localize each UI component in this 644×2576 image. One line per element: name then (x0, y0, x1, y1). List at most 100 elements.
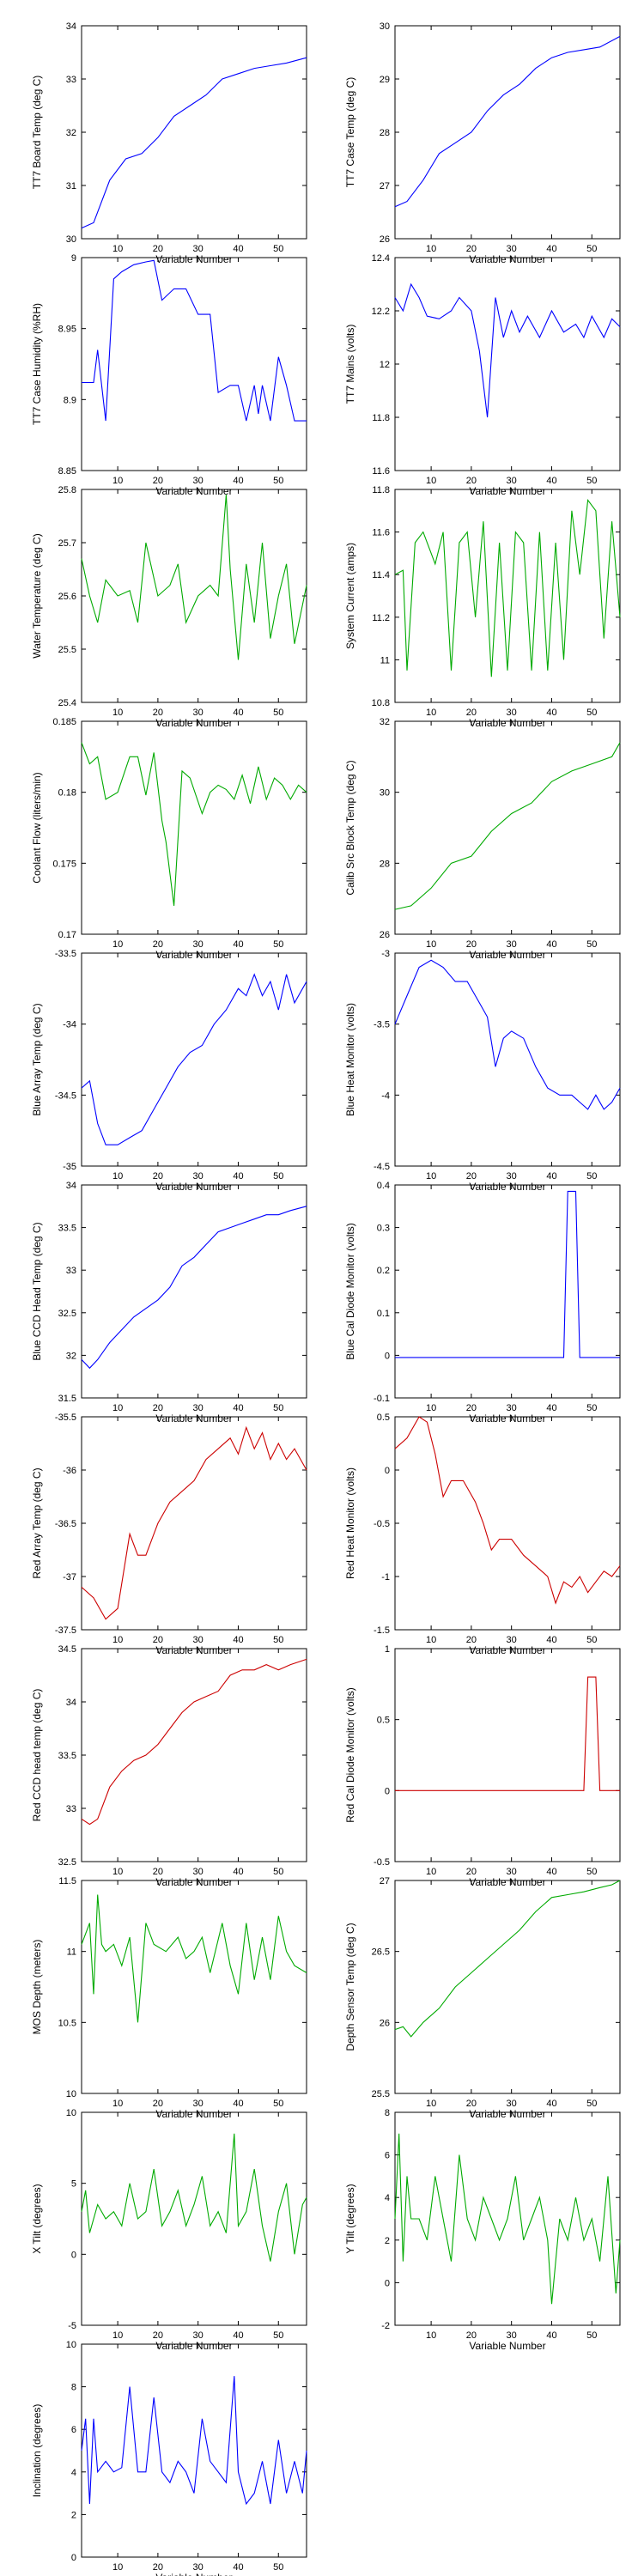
chart-19: -5 0 5 10 10 20 30 40 50 Variable Number X Tilt (d… (31, 2108, 307, 2352)
series-line (81, 2133, 307, 2262)
y-tick-label: 32.5 (58, 1309, 76, 1319)
plot-frame (81, 25, 307, 240)
x-tick-label: 30 (193, 244, 204, 254)
x-axis-label: Variable Number (155, 949, 232, 961)
y-tick-label: 0 (385, 1786, 390, 1796)
x-tick-label: 40 (233, 1403, 243, 1413)
y-tick-label: -36.5 (55, 1519, 76, 1529)
x-tick-label: 50 (273, 244, 283, 254)
y-tick-label: 10 (66, 2089, 76, 2099)
x-tick-label: 10 (112, 1171, 123, 1182)
y-tick-label: 11.2 (372, 613, 390, 623)
y-tick-label: 9 (71, 253, 76, 264)
y-tick-label: 32 (66, 128, 76, 138)
y-axis-label: Red Heat Monitor (volts) (344, 1467, 356, 1579)
x-tick-label: 10 (112, 476, 123, 486)
y-axis-label: Blue Heat Monitor (volts) (344, 1003, 356, 1116)
y-tick-label: 8.95 (58, 325, 76, 335)
y-tick-label: 29 (380, 75, 390, 85)
x-tick-label: 40 (546, 708, 556, 718)
x-axis-label: Variable Number (155, 717, 232, 729)
series-line (394, 742, 621, 910)
plot-frame (81, 489, 307, 703)
x-tick-label: 20 (153, 939, 163, 950)
x-tick-label: 50 (586, 1171, 597, 1182)
x-tick-label: 20 (466, 939, 477, 950)
x-axis-label: Variable Number (469, 1644, 545, 1656)
x-axis-label: Variable Number (469, 485, 545, 497)
x-tick-label: 40 (546, 2099, 556, 2109)
y-tick-label: -0.1 (374, 1394, 390, 1404)
x-tick-label: 20 (153, 1171, 163, 1182)
x-tick-label: 30 (193, 1403, 204, 1413)
y-tick-label: 4 (71, 2468, 76, 2478)
x-tick-label: 40 (233, 2330, 243, 2341)
x-tick-label: 30 (507, 476, 517, 486)
x-tick-label: 20 (153, 2330, 163, 2341)
y-tick-label: 11 (380, 655, 390, 665)
y-tick-label: 8 (71, 2383, 76, 2393)
y-axis-label: TT7 Case Humidity (%RH) (31, 303, 43, 425)
x-tick-label: 30 (507, 939, 517, 950)
x-tick-label: 20 (466, 244, 477, 254)
y-tick-label: 31 (66, 181, 76, 191)
y-tick-label: 0 (71, 2250, 76, 2260)
x-tick-label: 40 (546, 2330, 556, 2341)
plot-frame (394, 1880, 621, 2094)
y-tick-label: 0.5 (377, 1716, 390, 1726)
x-axis-label: Variable Number (155, 485, 232, 497)
y-tick-label: 28 (380, 128, 390, 138)
x-tick-label: 10 (426, 1635, 436, 1645)
x-tick-label: 10 (112, 244, 123, 254)
y-tick-label: -0.5 (374, 1519, 390, 1529)
series-line (81, 1894, 307, 2023)
y-tick-label: 0.5 (377, 1413, 390, 1423)
x-tick-label: 30 (193, 939, 204, 950)
y-tick-label: 33.5 (58, 1751, 76, 1761)
x-axis-label: Variable Number (155, 2572, 232, 2576)
chart-8: 26 28 30 32 10 20 30 40 50 Variable Number Calib S… (344, 717, 621, 961)
y-tick-label: -1 (381, 1572, 390, 1583)
series-line (394, 35, 621, 208)
x-tick-label: 50 (273, 2562, 283, 2573)
y-tick-label: -37 (63, 1572, 76, 1583)
y-tick-label: 0 (385, 2278, 390, 2288)
y-tick-label: -35 (63, 1162, 76, 1172)
y-tick-label: 4 (385, 2193, 390, 2203)
y-tick-label: 8.85 (58, 466, 76, 477)
series-line (394, 1416, 621, 1605)
y-axis-label: Blue Array Temp (deg C) (31, 1003, 43, 1115)
y-tick-label: 0.3 (377, 1224, 390, 1234)
x-axis-label: Variable Number (155, 253, 232, 265)
x-tick-label: 20 (466, 1403, 477, 1413)
series-line (81, 495, 307, 660)
x-tick-label: 10 (426, 2099, 436, 2109)
plot-frame (81, 2343, 307, 2558)
chart-14: -1.5 -1 -0.5 0 0.5 10 20 30 40 50 Variable Number R… (344, 1413, 621, 1656)
plot-frame (394, 1416, 621, 1631)
x-axis-label: Variable Number (155, 1413, 232, 1425)
chart-1: 30 31 32 33 34 10 20 30 40 50 Variable Number TT7 B… (31, 21, 307, 265)
y-tick-label: -4 (381, 1091, 390, 1101)
x-tick-label: 30 (193, 1867, 204, 1877)
x-tick-label: 30 (507, 1171, 517, 1182)
y-tick-label: 34.5 (58, 1644, 76, 1655)
y-tick-label: 11.8 (372, 485, 390, 495)
x-tick-label: 10 (426, 708, 436, 718)
y-axis-label: System Current (amps) (344, 543, 356, 649)
x-tick-label: 50 (273, 1867, 283, 1877)
x-tick-label: 40 (233, 1867, 243, 1877)
x-tick-label: 40 (546, 1635, 556, 1645)
y-tick-label: 32 (380, 717, 390, 727)
x-tick-label: 40 (546, 939, 556, 950)
x-tick-label: 50 (586, 939, 597, 950)
x-tick-label: 10 (426, 1171, 436, 1182)
plot-frame (81, 720, 307, 935)
x-axis-label: Variable Number (469, 2340, 545, 2352)
x-tick-label: 50 (586, 476, 597, 486)
y-tick-label: -37.5 (55, 1625, 76, 1636)
y-tick-label: 25.7 (58, 538, 76, 549)
x-tick-label: 40 (233, 939, 243, 950)
x-axis-label: Variable Number (155, 2108, 232, 2120)
y-tick-label: -0.5 (374, 1857, 390, 1868)
